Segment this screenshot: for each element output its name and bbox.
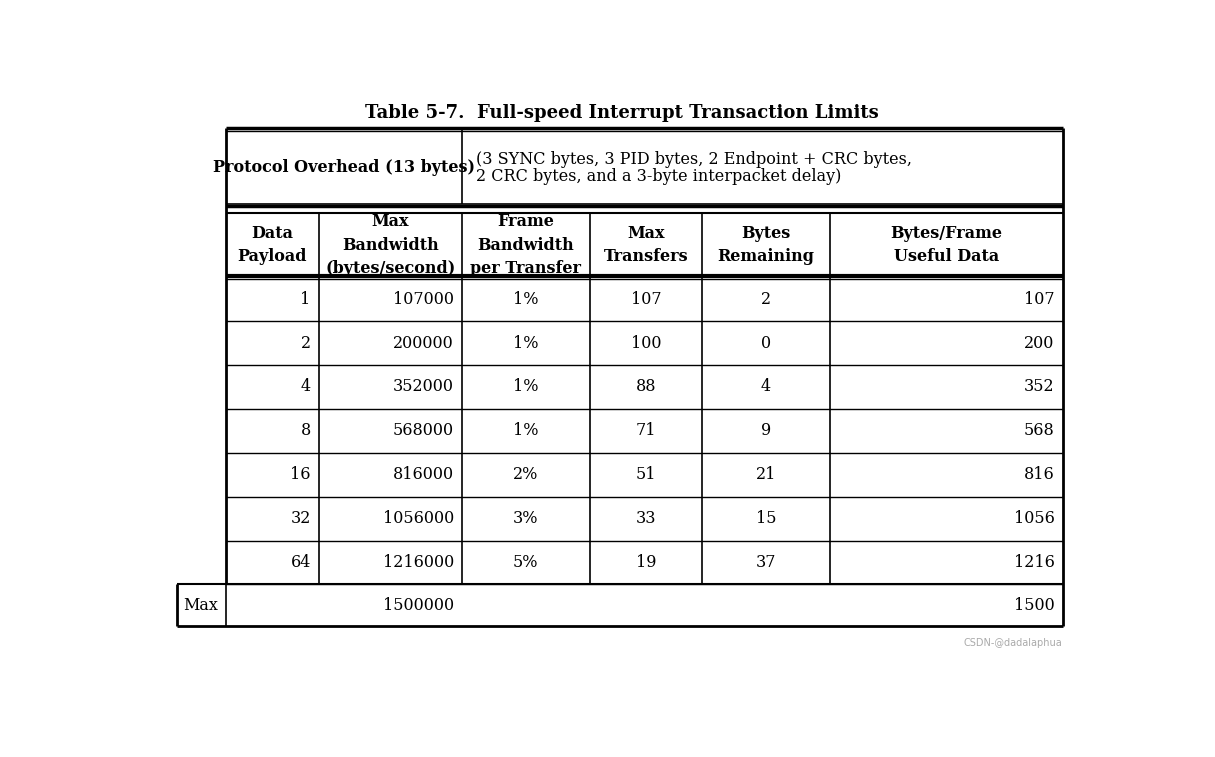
- Text: 816000: 816000: [392, 466, 454, 483]
- Text: 1056: 1056: [1013, 510, 1055, 527]
- Text: 4: 4: [300, 378, 311, 395]
- Text: 568000: 568000: [392, 422, 454, 439]
- Text: 88: 88: [635, 378, 656, 395]
- Text: 1: 1: [300, 291, 311, 307]
- Text: 1500: 1500: [1015, 597, 1055, 614]
- Text: 1%: 1%: [513, 335, 538, 351]
- Text: Max
Transfers: Max Transfers: [604, 225, 688, 266]
- Text: 16: 16: [290, 466, 311, 483]
- Text: 33: 33: [635, 510, 656, 527]
- Text: Max: Max: [183, 597, 219, 614]
- Text: 1%: 1%: [513, 291, 538, 307]
- Text: 1216: 1216: [1013, 554, 1055, 571]
- Text: 5%: 5%: [513, 554, 538, 571]
- Text: 4: 4: [761, 378, 772, 395]
- Text: 1%: 1%: [513, 422, 538, 439]
- Text: 0: 0: [761, 335, 772, 351]
- Text: 8: 8: [300, 422, 311, 439]
- Text: Data
Payload: Data Payload: [237, 225, 306, 266]
- Text: 568: 568: [1024, 422, 1055, 439]
- Text: 32: 32: [290, 510, 311, 527]
- Text: 107: 107: [1024, 291, 1055, 307]
- Text: 71: 71: [635, 422, 656, 439]
- Text: 1500000: 1500000: [383, 597, 454, 614]
- Text: 100: 100: [631, 335, 661, 351]
- Text: 2 CRC bytes, and a 3-byte interpacket delay): 2 CRC bytes, and a 3-byte interpacket de…: [476, 168, 841, 185]
- Text: 352000: 352000: [394, 378, 454, 395]
- Text: 37: 37: [756, 554, 776, 571]
- Text: 2: 2: [761, 291, 772, 307]
- Text: 200: 200: [1024, 335, 1055, 351]
- Text: 816: 816: [1024, 466, 1055, 483]
- Text: Bytes/Frame
Useful Data: Bytes/Frame Useful Data: [891, 225, 1002, 266]
- Text: 200000: 200000: [394, 335, 454, 351]
- Text: CSDN-@dadalaphua: CSDN-@dadalaphua: [963, 638, 1062, 648]
- Text: Frame
Bandwidth
per Transfer: Frame Bandwidth per Transfer: [470, 213, 581, 277]
- Text: Protocol Overhead (13 bytes): Protocol Overhead (13 bytes): [213, 158, 475, 176]
- Text: 64: 64: [290, 554, 311, 571]
- Text: 2: 2: [300, 335, 311, 351]
- Text: 352: 352: [1024, 378, 1055, 395]
- Text: 1216000: 1216000: [383, 554, 454, 571]
- Text: 107000: 107000: [394, 291, 454, 307]
- Text: Table 5-7.  Full-speed Interrupt Transaction Limits: Table 5-7. Full-speed Interrupt Transact…: [366, 104, 880, 122]
- Text: Max
Bandwidth
(bytes/second): Max Bandwidth (bytes/second): [326, 213, 456, 277]
- Text: 107: 107: [631, 291, 661, 307]
- Text: 21: 21: [756, 466, 776, 483]
- Text: 1%: 1%: [513, 378, 538, 395]
- Text: Bytes
Remaining: Bytes Remaining: [718, 225, 814, 266]
- Text: 9: 9: [761, 422, 772, 439]
- Text: 51: 51: [635, 466, 656, 483]
- Text: 1056000: 1056000: [383, 510, 454, 527]
- Text: 3%: 3%: [513, 510, 538, 527]
- Text: 2%: 2%: [513, 466, 538, 483]
- Text: 19: 19: [635, 554, 656, 571]
- Text: (3 SYNC bytes, 3 PID bytes, 2 Endpoint + CRC bytes,: (3 SYNC bytes, 3 PID bytes, 2 Endpoint +…: [476, 151, 911, 168]
- Text: 15: 15: [756, 510, 776, 527]
